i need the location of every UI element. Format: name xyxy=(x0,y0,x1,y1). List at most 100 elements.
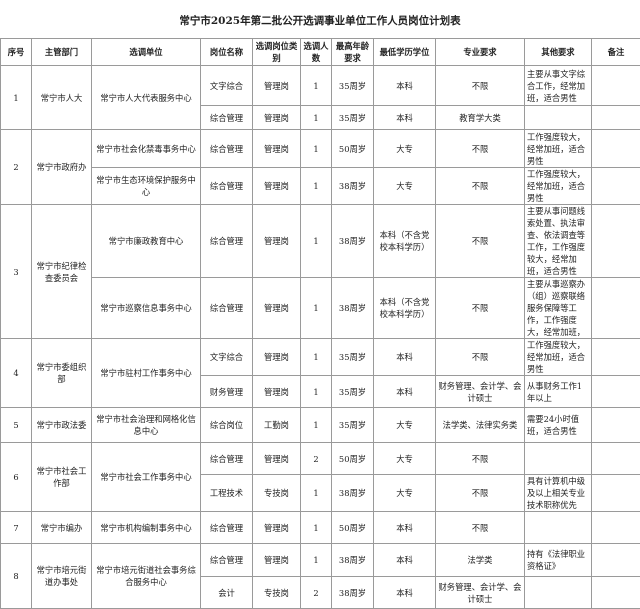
cell-post: 综合管理 xyxy=(201,544,253,577)
cell-major: 不限 xyxy=(436,66,525,106)
cell-note xyxy=(592,130,640,168)
cell-type: 管理岗 xyxy=(253,168,301,205)
cell-age: 50周岁 xyxy=(332,443,374,475)
header-count: 选调人数 xyxy=(301,39,332,66)
cell-type: 管理岗 xyxy=(253,106,301,130)
cell-edu: 大专 xyxy=(374,443,436,475)
cell-type: 管理岗 xyxy=(253,376,301,408)
cell-type: 专技岗 xyxy=(253,475,301,512)
cell-post: 综合管理 xyxy=(201,168,253,205)
cell-other: 从事财务工作1年以上 xyxy=(525,376,592,408)
header-seq: 序号 xyxy=(1,39,32,66)
cell-no: 4 xyxy=(1,339,32,408)
cell-note xyxy=(592,443,640,475)
cell-major: 不限 xyxy=(436,475,525,512)
header-post: 岗位名称 xyxy=(201,39,253,66)
cell-other: 主要从事文字综合工作，经常加班，适合男性 xyxy=(525,66,592,106)
cell-other: 主要从事问题线索处置、执法审查、依法调查等工作，工作强度较大，经常加班，适合男性 xyxy=(525,205,592,278)
cell-major: 不限 xyxy=(436,278,525,339)
cell-count: 1 xyxy=(301,408,332,443)
header-unit: 选调单位 xyxy=(92,39,201,66)
cell-unit: 常宁市机构编制事务中心 xyxy=(92,512,201,544)
cell-type: 管理岗 xyxy=(253,544,301,577)
cell-other: 工作强度较大，经常加班，适合男性 xyxy=(525,130,592,168)
cell-note xyxy=(592,544,640,577)
cell-no: 8 xyxy=(1,544,32,609)
cell-dept: 常宁市纪律检查委员会 xyxy=(32,205,92,339)
cell-other xyxy=(525,106,592,130)
header-note: 备注 xyxy=(592,39,640,66)
cell-edu: 本科 xyxy=(374,66,436,106)
cell-age: 35周岁 xyxy=(332,376,374,408)
cell-major: 不限 xyxy=(436,339,525,376)
cell-note xyxy=(592,168,640,205)
cell-dept: 常宁市社会工作部 xyxy=(32,443,92,512)
cell-age: 50周岁 xyxy=(332,512,374,544)
cell-age: 38周岁 xyxy=(332,278,374,339)
cell-dept: 常宁市委组织部 xyxy=(32,339,92,408)
header-age: 最高年龄要求 xyxy=(332,39,374,66)
cell-post: 文字综合 xyxy=(201,339,253,376)
cell-count: 1 xyxy=(301,376,332,408)
cell-count: 2 xyxy=(301,577,332,609)
cell-edu: 大专 xyxy=(374,130,436,168)
cell-note xyxy=(592,408,640,443)
cell-note xyxy=(592,376,640,408)
cell-note xyxy=(592,339,640,376)
position-plan-table: 序号主管部门选调单位岗位名称选调岗位类别选调人数最高年龄要求最低学历学位专业要求… xyxy=(0,38,640,609)
cell-age: 38周岁 xyxy=(332,577,374,609)
cell-type: 专技岗 xyxy=(253,577,301,609)
cell-edu: 大专 xyxy=(374,168,436,205)
cell-count: 1 xyxy=(301,512,332,544)
cell-count: 1 xyxy=(301,66,332,106)
cell-post: 文字综合 xyxy=(201,66,253,106)
cell-other xyxy=(525,443,592,475)
cell-major: 不限 xyxy=(436,130,525,168)
cell-other: 持有《法律职业资格证》 xyxy=(525,544,592,577)
cell-age: 38周岁 xyxy=(332,205,374,278)
cell-edu: 本科 xyxy=(374,339,436,376)
cell-post: 综合管理 xyxy=(201,205,253,278)
header-major: 专业要求 xyxy=(436,39,525,66)
cell-unit: 常宁市生态环境保护服务中心 xyxy=(92,168,201,205)
cell-note xyxy=(592,205,640,278)
cell-major: 教育学大类 xyxy=(436,106,525,130)
cell-dept: 常宁市人大 xyxy=(32,66,92,130)
cell-count: 1 xyxy=(301,475,332,512)
cell-major: 财务管理、会计学、会计硕士 xyxy=(436,577,525,609)
cell-unit: 常宁市驻村工作事务中心 xyxy=(92,339,201,408)
cell-edu: 大专 xyxy=(374,408,436,443)
cell-type: 工勤岗 xyxy=(253,408,301,443)
cell-edu: 本科 xyxy=(374,106,436,130)
cell-unit: 常宁市廉政教育中心 xyxy=(92,205,201,278)
cell-other xyxy=(525,577,592,609)
cell-age: 35周岁 xyxy=(332,339,374,376)
cell-count: 1 xyxy=(301,205,332,278)
cell-major: 法学类 xyxy=(436,544,525,577)
cell-other xyxy=(525,512,592,544)
cell-post: 工程技术 xyxy=(201,475,253,512)
cell-unit: 常宁市巡察信息事务中心 xyxy=(92,278,201,339)
cell-major: 法学类、法律实务类 xyxy=(436,408,525,443)
cell-edu: 大专 xyxy=(374,475,436,512)
cell-age: 38周岁 xyxy=(332,168,374,205)
cell-no: 3 xyxy=(1,205,32,339)
cell-post: 综合管理 xyxy=(201,443,253,475)
cell-count: 1 xyxy=(301,168,332,205)
page-title: 常宁市2025年第二批公开选调事业单位工作人员岗位计划表 xyxy=(0,0,640,38)
cell-type: 管理岗 xyxy=(253,443,301,475)
header-edu: 最低学历学位 xyxy=(374,39,436,66)
cell-no: 7 xyxy=(1,512,32,544)
header-type: 选调岗位类别 xyxy=(253,39,301,66)
cell-edu: 本科 xyxy=(374,512,436,544)
cell-post: 综合管理 xyxy=(201,106,253,130)
